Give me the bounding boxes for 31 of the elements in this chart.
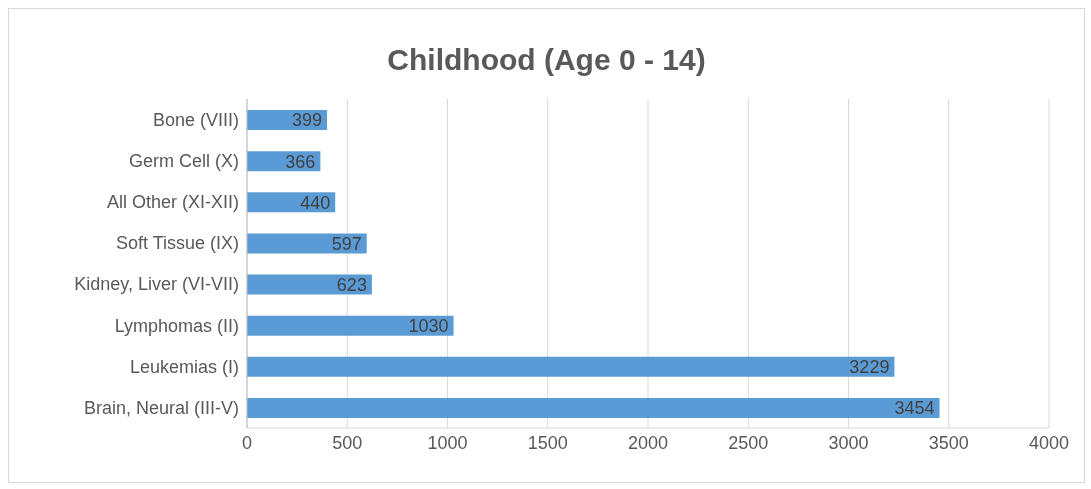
bar bbox=[247, 397, 940, 418]
bar bbox=[247, 315, 454, 336]
data-label: 399 bbox=[291, 110, 322, 131]
data-label: 3454 bbox=[894, 398, 935, 419]
bar bbox=[247, 274, 372, 295]
data-label: 3229 bbox=[849, 357, 890, 378]
bar bbox=[247, 233, 367, 254]
x-tick-label: 0 bbox=[241, 432, 253, 453]
y-tick-label: Kidney, Liver (VI-VII) bbox=[74, 274, 239, 295]
x-tick-label: 3500 bbox=[928, 432, 969, 453]
x-tick-label: 1500 bbox=[527, 432, 568, 453]
x-tick-label: 3000 bbox=[828, 432, 869, 453]
y-tick-label: Soft Tissue (IX) bbox=[115, 233, 239, 254]
x-tick-label: 4000 bbox=[1028, 432, 1070, 453]
data-label: 597 bbox=[331, 233, 362, 254]
data-label: 366 bbox=[285, 151, 316, 172]
y-tick-label: All Other (XI-XII) bbox=[106, 192, 239, 213]
y-tick-label: Lymphomas (II) bbox=[114, 315, 239, 336]
x-tick-label: 2000 bbox=[627, 432, 669, 453]
x-tick-label: 500 bbox=[332, 432, 363, 453]
x-tick-label: 2500 bbox=[728, 432, 769, 453]
bar bbox=[247, 356, 895, 377]
chart-title: Childhood (Age 0 - 14) bbox=[386, 42, 707, 78]
data-label: 1030 bbox=[408, 316, 449, 337]
y-tick-label: Bone (VIII) bbox=[152, 109, 239, 130]
data-label: 623 bbox=[336, 274, 367, 295]
y-tick-label: Germ Cell (X) bbox=[128, 151, 239, 172]
y-tick-label: Leukemias (I) bbox=[129, 356, 239, 377]
x-tick-label: 1000 bbox=[427, 432, 468, 453]
data-label: 440 bbox=[300, 192, 331, 213]
y-tick-label: Brain, Neural (III-V) bbox=[83, 397, 239, 418]
